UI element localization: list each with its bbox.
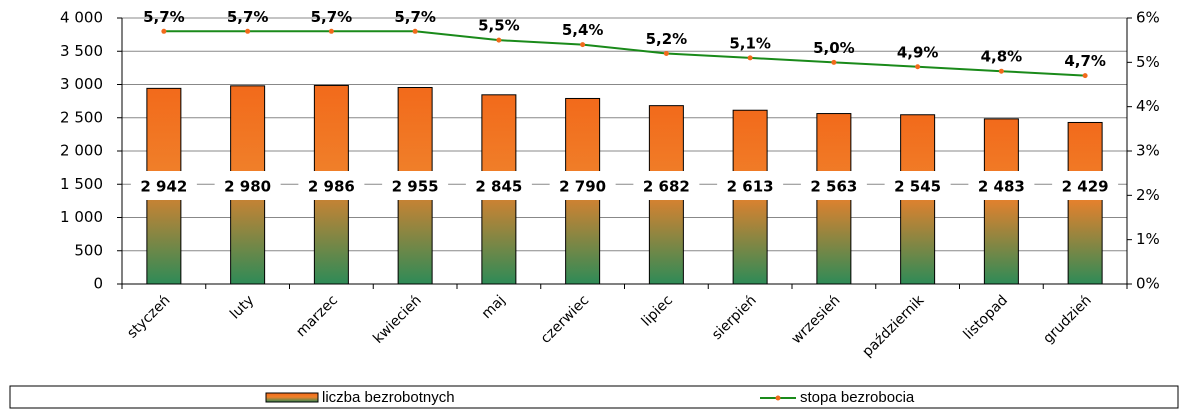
data-label: 5,7% — [143, 8, 185, 26]
x-tick-label: wrzesień — [788, 292, 843, 347]
legend-swatch — [265, 392, 319, 403]
data-label: 2 845 — [475, 178, 522, 196]
bar — [983, 118, 1019, 285]
x-tick-label: maj — [479, 292, 509, 322]
x-tick-label: styczeń — [124, 292, 173, 341]
marker — [580, 42, 586, 48]
bar — [1067, 121, 1103, 285]
marker — [747, 55, 753, 61]
x-tick-label: lipiec — [639, 292, 676, 329]
data-label: 2 942 — [140, 178, 187, 196]
y-tick-label: 1 000 — [60, 208, 103, 226]
data-label: 2 429 — [1062, 178, 1109, 196]
data-label: 4,8% — [981, 48, 1023, 66]
legend-marker — [775, 395, 781, 401]
y-tick-label: 500 — [74, 241, 103, 259]
x-tick-label: sierpień — [709, 292, 760, 343]
x-tick-label: marzec — [293, 292, 341, 340]
data-label: 5,0% — [813, 39, 855, 57]
x-tick-label: czerwiec — [538, 292, 593, 347]
y-tick-label: 1 500 — [60, 175, 103, 193]
marker — [496, 37, 502, 43]
data-label-bg — [717, 171, 784, 200]
y2-tick-label: 3% — [1136, 142, 1160, 160]
marker — [831, 59, 837, 65]
legend-label: stopa bezrobocia — [800, 389, 915, 406]
data-label: 2 986 — [308, 178, 355, 196]
data-label: 5,7% — [394, 8, 436, 26]
data-label: 4,7% — [1064, 52, 1106, 70]
y2-tick-label: 2% — [1136, 186, 1160, 204]
legend-box — [9, 385, 1179, 409]
marker — [328, 28, 334, 34]
data-label-bg — [298, 171, 365, 200]
y-tick-label: 3 500 — [60, 42, 103, 60]
x-tick-label: kwiecień — [370, 292, 425, 347]
y2-tick-label: 5% — [1136, 53, 1160, 71]
data-label: 2 483 — [978, 178, 1025, 196]
x-tick-label: grudzień — [1040, 292, 1095, 347]
y-tick-label: 3 000 — [60, 75, 103, 93]
data-label-bg — [1052, 171, 1119, 200]
x-tick-label: listopad — [960, 292, 1011, 343]
data-label: 2 613 — [727, 178, 774, 196]
y-tick-label: 4 000 — [60, 9, 103, 27]
data-label: 5,7% — [311, 8, 353, 26]
data-label-bg — [382, 171, 449, 200]
marker — [1082, 73, 1088, 79]
data-label-bg — [549, 171, 616, 200]
data-label: 5,2% — [646, 30, 688, 48]
marker — [245, 28, 251, 34]
marker — [161, 28, 167, 34]
y2-tick-label: 0% — [1136, 275, 1160, 293]
y2-tick-label: 6% — [1136, 9, 1160, 27]
data-label-bg — [884, 171, 951, 200]
data-label-bg — [968, 171, 1035, 200]
data-label: 5,5% — [478, 17, 520, 35]
x-tick-label: październik — [859, 292, 927, 360]
data-label-bg — [800, 171, 867, 200]
marker — [412, 28, 418, 34]
data-label-bg — [214, 171, 281, 200]
marker — [915, 64, 921, 70]
data-label-bg — [130, 171, 197, 200]
data-label: 2 682 — [643, 178, 690, 196]
x-tick-label: luty — [227, 292, 257, 322]
data-label-bg — [633, 171, 700, 200]
data-label: 5,7% — [227, 8, 269, 26]
data-label: 2 563 — [810, 178, 857, 196]
y2-tick-label: 4% — [1136, 97, 1160, 115]
legend-label: liczba bezrobotnych — [322, 389, 455, 406]
data-label-bg — [465, 171, 532, 200]
marker — [998, 68, 1004, 74]
line — [163, 30, 1086, 77]
data-label: 5,4% — [562, 21, 604, 39]
y-tick-label: 0 — [93, 275, 103, 293]
data-label: 2 980 — [224, 178, 271, 196]
y-tick-label: 2 500 — [60, 108, 103, 126]
data-label: 2 955 — [392, 178, 439, 196]
data-label: 4,9% — [897, 43, 939, 61]
y-tick-label: 2 000 — [60, 142, 103, 160]
data-label: 5,1% — [729, 34, 771, 52]
data-label: 2 790 — [559, 178, 606, 196]
data-label: 2 545 — [894, 178, 941, 196]
marker — [663, 50, 669, 56]
y2-tick-label: 1% — [1136, 230, 1160, 248]
